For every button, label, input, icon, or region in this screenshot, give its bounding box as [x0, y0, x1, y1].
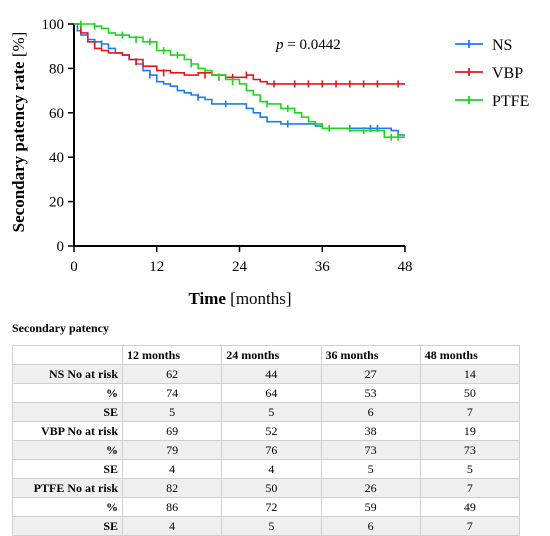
row-label: %	[12, 440, 123, 460]
table-row: % 79 76 73 73	[12, 440, 521, 460]
table-cell: 44	[221, 364, 322, 384]
table-cell: 49	[419, 497, 521, 517]
table-cell: 76	[221, 440, 322, 460]
table-cell: 5	[320, 459, 421, 479]
table-row: SE 4 5 6 7	[12, 516, 521, 536]
table-cell: 6	[320, 402, 421, 422]
table-row: SE 5 5 6 7	[12, 402, 521, 422]
table-cell: 50	[419, 383, 521, 403]
table-cell: 5	[221, 516, 322, 536]
table-cell: 79	[121, 440, 223, 460]
table-cell: 6	[320, 516, 421, 536]
table-row: NS No at risk 62 44 27 14	[12, 364, 521, 384]
x-tick-label: 0	[70, 259, 78, 275]
row-label: SE	[12, 459, 123, 479]
table-cell: 82	[121, 478, 223, 498]
table-cell: 4	[121, 459, 223, 479]
table-cell: 7	[419, 478, 521, 498]
table-cell: 73	[419, 440, 521, 460]
legend: NS VBP PTFE	[455, 37, 529, 110]
table-cell: 53	[320, 383, 421, 403]
table-cell: 26	[320, 478, 421, 498]
table-cell: 7	[419, 516, 521, 536]
table-cell: 69	[121, 421, 223, 441]
row-label: %	[12, 383, 123, 403]
row-label: NS No at risk	[12, 364, 123, 384]
table-cell: 38	[320, 421, 421, 441]
table-header-cell: 24 months	[221, 345, 322, 365]
series-line-ns	[74, 23, 405, 136]
y-tick-label: 40	[49, 150, 64, 166]
p-value-annotation: p = 0.0442	[275, 37, 341, 53]
patency-table: 12 months 24 months 36 months 48 months NS N…	[12, 345, 521, 536]
x-axis-title-main: Time	[188, 289, 226, 308]
table-row: % 74 64 53 50	[12, 383, 521, 403]
table-row: VBP No at risk 69 52 38 19	[12, 421, 521, 441]
legend-label-ptfe: PTFE	[492, 93, 529, 110]
y-axis-title-unit: [%]	[9, 32, 28, 57]
table-cell: 5	[121, 402, 223, 422]
table-cell: 27	[320, 364, 421, 384]
row-label: SE	[12, 402, 123, 422]
table-cell: 4	[221, 459, 322, 479]
table-cell: 52	[221, 421, 322, 441]
y-tick-label: 60	[49, 106, 64, 122]
table-cell: 72	[221, 497, 322, 517]
table-cell: 4	[121, 516, 223, 536]
x-tick-label: 12	[149, 259, 164, 275]
x-tick-label: 36	[315, 259, 331, 275]
table-cell: 14	[419, 364, 521, 384]
table-cell: 50	[221, 478, 322, 498]
table-cell: 73	[320, 440, 421, 460]
y-tick-label: 0	[57, 239, 65, 255]
table-title: Secondary patency	[12, 321, 109, 335]
legend-entry-vbp: VBP	[455, 65, 523, 82]
row-label: VBP No at risk	[12, 421, 123, 441]
x-axis-title-unit: [months]	[230, 289, 291, 308]
table-header-cell	[12, 345, 123, 365]
y-axis-title: Secondary patency rate [%]	[9, 32, 28, 233]
table-header-row: 12 months 24 months 36 months 48 months	[12, 345, 521, 365]
x-tick-label: 24	[232, 259, 248, 275]
table-header-cell: 12 months	[121, 345, 223, 365]
table-cell: 59	[320, 497, 421, 517]
row-label: SE	[12, 516, 123, 536]
x-axis-title: Time [months]	[188, 289, 291, 308]
series-line-vbp	[74, 23, 405, 85]
table-cell: 5	[419, 459, 521, 479]
table-row: % 86 72 59 49	[12, 497, 521, 517]
table-cell: 64	[221, 383, 322, 403]
legend-entry-ptfe: PTFE	[455, 93, 529, 110]
table-row: SE 4 4 5 5	[12, 459, 521, 479]
legend-entry-ns: NS	[455, 37, 512, 54]
table-row: PTFE No at risk 82 50 26 7	[12, 478, 521, 498]
table-cell: 62	[121, 364, 223, 384]
legend-label-ns: NS	[492, 37, 512, 54]
table-cell: 5	[221, 402, 322, 422]
table-cell: 7	[419, 402, 521, 422]
x-tick-label: 48	[398, 259, 413, 275]
table-cell: 74	[121, 383, 223, 403]
series-line-ptfe	[74, 23, 405, 138]
row-label: PTFE No at risk	[12, 478, 123, 498]
y-tick-label: 20	[49, 195, 64, 211]
y-tick-label: 100	[42, 17, 65, 33]
table-cell: 19	[419, 421, 521, 441]
y-axis-title-main: Secondary patency rate	[9, 61, 28, 232]
y-tick-label: 80	[49, 61, 64, 77]
table-header-cell: 48 months	[419, 345, 521, 365]
table-cell: 86	[121, 497, 223, 517]
survival-chart: 0 20 40 60 80 100 0 12 24 36 48 p = 0.0442 Seconda…	[9, 17, 529, 308]
axes: 0 20 40 60 80 100 0 12 24 36 48	[42, 17, 413, 275]
row-label: %	[12, 497, 123, 517]
table-header-cell: 36 months	[320, 345, 421, 365]
svg-text:Secondary patency rate [%]: Secondary patency rate [%]	[9, 32, 28, 233]
legend-label-vbp: VBP	[492, 65, 523, 82]
series-layer	[74, 20, 405, 141]
